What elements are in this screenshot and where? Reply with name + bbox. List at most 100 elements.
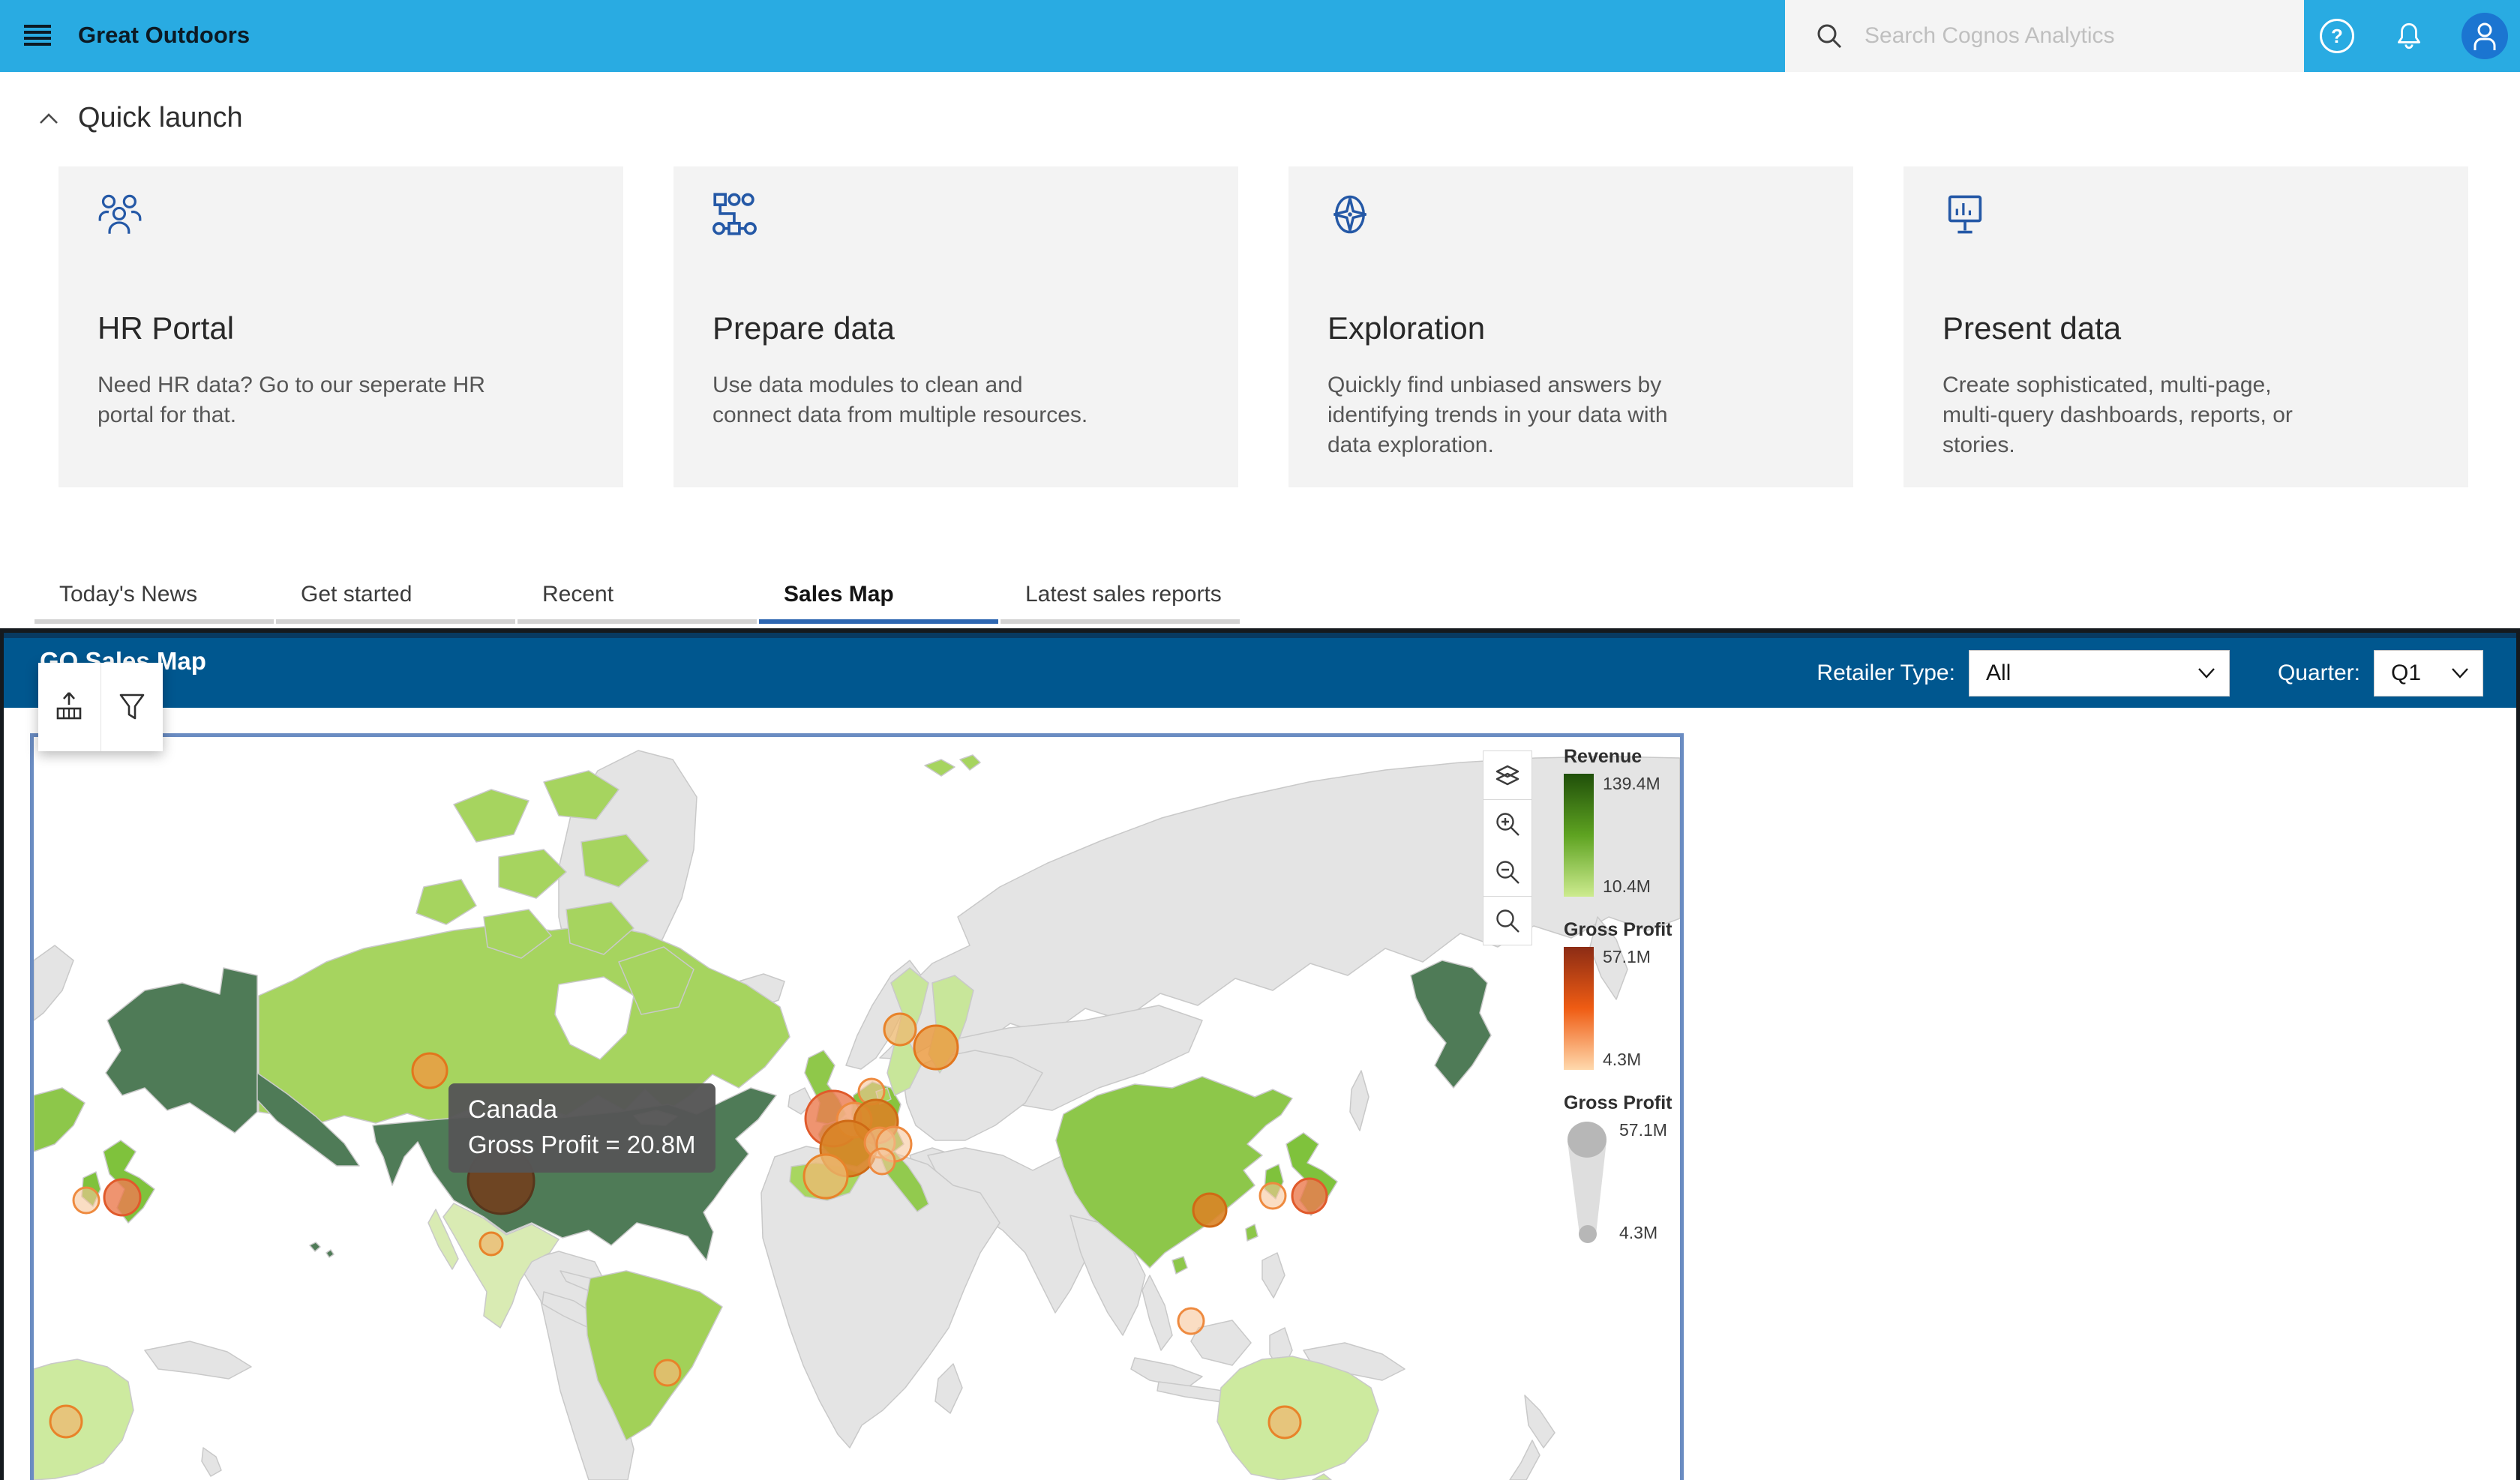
help-button[interactable]: ? xyxy=(2318,16,2356,55)
country-tasmania[interactable] xyxy=(1312,1473,1332,1480)
bubble-singapore[interactable] xyxy=(1177,1307,1205,1335)
country-philippines[interactable] xyxy=(1262,1252,1286,1299)
menu-icon[interactable] xyxy=(24,25,51,47)
card-title: HR Portal xyxy=(98,310,235,346)
map-tooltip: Canada Gross Profit = 20.8M xyxy=(448,1083,716,1173)
country-madagascar[interactable] xyxy=(934,1363,963,1414)
card-present-data[interactable]: Present data Create sophisticated, multi… xyxy=(1904,166,2468,487)
country-malay-peninsula[interactable] xyxy=(1142,1275,1173,1351)
country-canada-arctic-5[interactable] xyxy=(416,879,477,925)
map-search-button[interactable] xyxy=(1484,897,1532,945)
search-icon xyxy=(1496,909,1520,933)
card-hr-portal[interactable]: HR Portal Need HR data? Go to our sepera… xyxy=(58,166,623,487)
country-china-wrapped[interactable] xyxy=(34,1087,86,1152)
quarter-label: Quarter: xyxy=(2277,660,2360,685)
help-icon: ? xyxy=(2320,19,2354,53)
country-russia[interactable] xyxy=(879,756,1680,1060)
map-controls xyxy=(1483,750,1532,945)
country-africa[interactable] xyxy=(760,1146,1000,1449)
bubble-brazil[interactable] xyxy=(653,1359,682,1387)
card-exploration[interactable]: Exploration Quickly find unbiased answer… xyxy=(1288,166,1853,487)
bubble-australia-wrapped[interactable] xyxy=(49,1404,83,1439)
top-bar: Great Outdoors ? xyxy=(0,0,2520,72)
card-prepare-data[interactable]: Prepare data Use data modules to clean a… xyxy=(674,166,1238,487)
user-avatar[interactable] xyxy=(2462,13,2508,59)
country-canada-arctic-8[interactable] xyxy=(618,946,694,1015)
change-visualization-button[interactable] xyxy=(38,663,101,751)
country-svalbard-2[interactable] xyxy=(959,754,981,771)
country-sakhalin[interactable] xyxy=(1349,1070,1370,1131)
bubble-finland[interactable] xyxy=(913,1024,959,1071)
bubble-south-korea[interactable] xyxy=(1258,1182,1287,1210)
tooltip-country: Canada xyxy=(468,1095,558,1124)
zoom-out-button[interactable] xyxy=(1484,848,1532,896)
tab-get-started[interactable]: Get started xyxy=(276,564,515,624)
country-canada-arctic-3[interactable] xyxy=(498,849,567,899)
bubble-australia[interactable] xyxy=(1268,1405,1302,1440)
quick-launch-header: Quick launch xyxy=(39,102,243,134)
legend-max: 139.4M xyxy=(1603,774,1660,793)
widget-toolbar xyxy=(38,663,163,751)
tab-sales-map[interactable]: Sales Map xyxy=(759,564,998,624)
dashboard-filters: Retailer Type: All Quarter: Q1 xyxy=(1816,638,2483,708)
bubble-japan[interactable] xyxy=(1291,1177,1328,1215)
filter-icon xyxy=(119,694,145,720)
country-hawaii-1[interactable] xyxy=(309,1242,321,1252)
country-alaska-panhandle[interactable] xyxy=(256,1072,360,1167)
tab-recent[interactable]: Recent xyxy=(518,564,757,624)
notifications-button[interactable] xyxy=(2390,16,2428,55)
country-east-europe[interactable] xyxy=(902,1050,1043,1141)
country-taiwan[interactable] xyxy=(1245,1224,1258,1242)
country-canada-arctic-6[interactable] xyxy=(483,909,552,959)
bubble-italy[interactable] xyxy=(868,1147,896,1176)
search-input[interactable] xyxy=(1863,22,2286,49)
layers-button[interactable] xyxy=(1484,751,1532,799)
bubble-korea-wrapped[interactable] xyxy=(72,1186,100,1215)
zoom-out-icon xyxy=(1496,861,1520,884)
country-borneo[interactable] xyxy=(1190,1320,1252,1366)
bubble-china[interactable] xyxy=(1192,1192,1228,1228)
quick-launch-title: Quick launch xyxy=(78,102,243,133)
tab-latest-sales-reports[interactable]: Latest sales reports xyxy=(1000,564,1240,624)
filter-button[interactable] xyxy=(101,663,164,751)
retailer-type-select[interactable]: All xyxy=(1968,649,2230,697)
country-australia-wrapped[interactable] xyxy=(34,1359,134,1480)
country-brazil[interactable] xyxy=(585,1270,723,1441)
bubble-mexico[interactable] xyxy=(478,1231,504,1257)
zoom-in-button[interactable] xyxy=(1484,800,1532,848)
legend-gross-profit-color: Gross Profit 57.1M 4.3M xyxy=(1564,919,1682,1070)
bubble-japan-wrapped[interactable] xyxy=(103,1178,142,1217)
country-mexico[interactable] xyxy=(442,1203,560,1329)
legend-min: 4.3M xyxy=(1603,1050,1642,1069)
bubble-sweden[interactable] xyxy=(883,1012,917,1047)
quarter-select[interactable]: Q1 xyxy=(2374,649,2483,697)
data-flow-icon xyxy=(712,193,757,235)
country-new-zealand-wrapped[interactable] xyxy=(201,1447,222,1477)
country-svalbard-1[interactable] xyxy=(924,759,956,777)
country-new-zealand-south[interactable] xyxy=(1509,1440,1540,1480)
world-map[interactable] xyxy=(34,737,1680,1480)
card-description: Create sophisticated, multi-page, multi-… xyxy=(1942,373,2293,457)
country-canada-arctic-1[interactable] xyxy=(453,789,530,843)
map-legend: Revenue 139.4M 10.4M Gross Profit xyxy=(1564,746,1682,1270)
bubble-canada[interactable] xyxy=(411,1052,448,1089)
country-new-zealand-north[interactable] xyxy=(1524,1395,1556,1449)
country-papua-new-guinea-wrapped[interactable] xyxy=(144,1341,252,1380)
country-canada-arctic-7[interactable] xyxy=(566,901,634,955)
tab-todays-news[interactable]: Today's News xyxy=(34,564,274,624)
country-baja-california[interactable] xyxy=(428,1209,459,1270)
country-alaska[interactable] xyxy=(105,967,258,1134)
bell-icon xyxy=(2397,22,2421,49)
country-alaska-wrapped[interactable] xyxy=(1410,960,1492,1089)
country-kamchatka-wrapped[interactable] xyxy=(34,945,74,1021)
country-canada-arctic-4[interactable] xyxy=(580,834,650,888)
chevron-up-icon[interactable] xyxy=(39,112,58,124)
country-canada-arctic-2[interactable] xyxy=(543,770,620,820)
bubble-spain[interactable] xyxy=(802,1153,849,1200)
country-hawaii-2[interactable] xyxy=(326,1249,334,1258)
layers-icon xyxy=(1496,765,1520,786)
card-title: Prepare data xyxy=(712,310,895,346)
card-title: Exploration xyxy=(1328,310,1486,346)
country-hainan[interactable] xyxy=(1172,1256,1188,1275)
country-china[interactable] xyxy=(1055,1076,1293,1269)
